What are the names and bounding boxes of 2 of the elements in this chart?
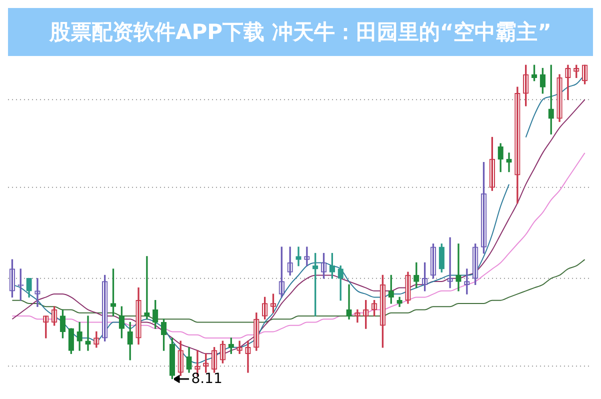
annotation: 8.11 (191, 370, 222, 387)
chart-title: 股票配资软件APP下载 冲天牛：田园里的“空中霸主” (8, 8, 593, 56)
